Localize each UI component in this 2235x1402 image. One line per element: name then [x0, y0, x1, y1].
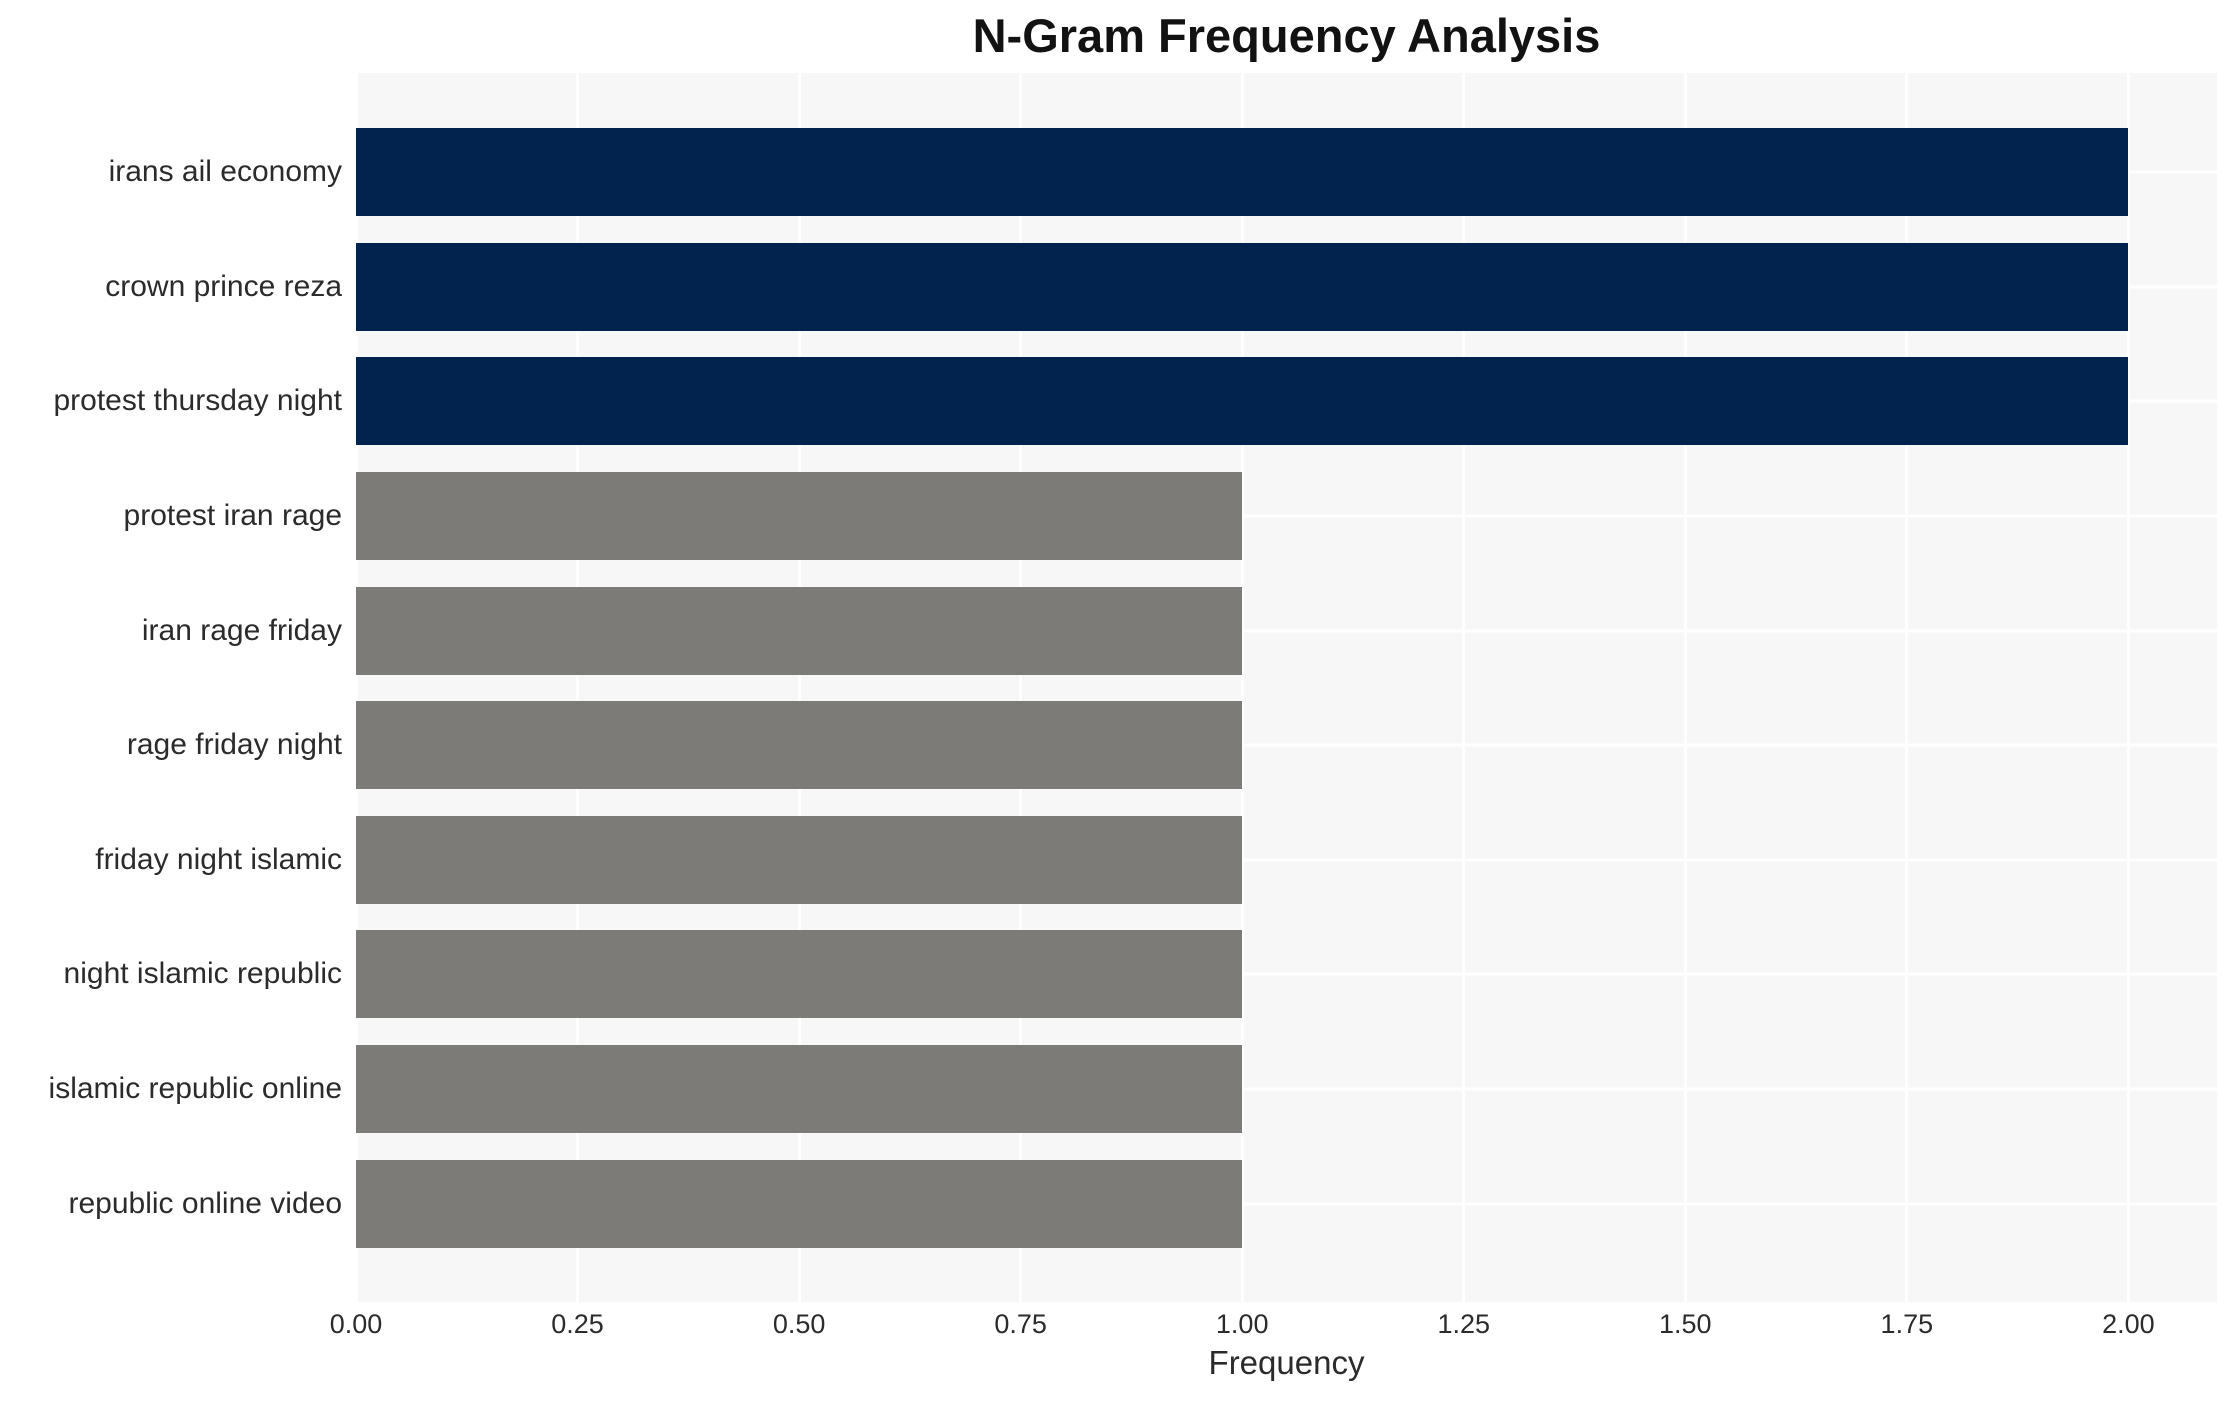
vertical-gridline — [1240, 73, 1244, 1302]
chart-title: N-Gram Frequency Analysis — [972, 9, 1601, 62]
y-axis-label: irans ail economy — [108, 155, 342, 189]
bar-protest-thursday-night — [356, 357, 2129, 446]
bar-protest-iran-rage — [356, 472, 1243, 561]
vertical-gridline — [797, 73, 801, 1302]
y-axis-label: protest thursday night — [53, 384, 342, 418]
bar-row — [356, 344, 2217, 459]
horizontal-gridline — [356, 514, 2217, 518]
bar-republic-online-video — [356, 1159, 1243, 1248]
vertical-gridline — [354, 73, 358, 1302]
x-axis-tick-label: 1.50 — [1659, 1309, 1712, 1339]
x-axis-tick-label: 0.25 — [551, 1309, 604, 1339]
y-axis-label: friday night islamic — [95, 842, 342, 876]
y-axis-category-labels: irans ail economy crown prince reza protes… — [0, 73, 342, 1302]
bar-row — [356, 115, 2217, 230]
vertical-gridline — [1683, 73, 1687, 1302]
vertical-gridline — [1019, 73, 1023, 1302]
bar-row — [356, 1146, 2217, 1261]
horizontal-gridline — [356, 743, 2217, 747]
bar-row — [356, 803, 2217, 918]
vertical-gridline — [1905, 73, 1909, 1302]
x-axis-tick-label: 0.50 — [772, 1309, 826, 1339]
bar-islamic-republic-online — [356, 1045, 1243, 1134]
bar-night-islamic-republic — [356, 930, 1243, 1019]
bar-rows — [356, 73, 2217, 1302]
x-axis-tick-label: 1.75 — [1880, 1309, 1934, 1339]
bar-crown-prince-reza — [356, 242, 2129, 331]
bar-iran-rage-friday — [356, 586, 1243, 675]
y-axis-label: night islamic republic — [63, 957, 342, 991]
horizontal-gridline — [356, 858, 2217, 862]
vertical-gridline — [1462, 73, 1466, 1302]
x-axis-tick-label: 0.75 — [994, 1309, 1047, 1339]
bar-row — [356, 573, 2217, 688]
horizontal-gridline — [356, 972, 2217, 976]
x-axis-tick-label: 1.25 — [1437, 1309, 1491, 1339]
horizontal-gridline — [356, 629, 2217, 633]
vertical-gridline — [576, 73, 580, 1302]
bar-friday-night-islamic — [356, 815, 1243, 904]
vertical-gridline — [2126, 73, 2130, 1302]
bar-row — [356, 688, 2217, 803]
horizontal-gridline — [356, 1087, 2217, 1091]
plot-area — [354, 73, 2217, 1302]
y-axis-label: crown prince reza — [105, 269, 342, 303]
y-axis-label: protest iran rage — [123, 499, 342, 533]
x-axis-label: Frequency — [1208, 1344, 1365, 1381]
vertical-gridlines — [354, 73, 2217, 1302]
x-axis-tick-label: 2.00 — [2102, 1309, 2155, 1339]
bar-rage-friday-night — [356, 701, 1243, 790]
bar-row — [356, 459, 2217, 574]
bar-row — [356, 230, 2217, 345]
x-axis-ticks: 0.00 0.25 0.50 0.75 1.00 1.25 1.50 1.75 2.00 — [0, 1309, 2235, 1343]
horizontal-gridline — [356, 1202, 2217, 1206]
bar-irans-ail-economy — [356, 128, 2129, 217]
x-axis-tick-label: 1.00 — [1215, 1309, 1269, 1339]
x-axis-tick-label: 0.00 — [329, 1309, 383, 1339]
bar-row — [356, 1032, 2217, 1147]
y-axis-label: rage friday night — [126, 728, 342, 762]
y-axis-label: islamic republic online — [48, 1072, 342, 1106]
y-axis-label: iran rage friday — [141, 613, 342, 647]
bar-row — [356, 917, 2217, 1032]
y-axis-label: republic online video — [68, 1186, 342, 1220]
